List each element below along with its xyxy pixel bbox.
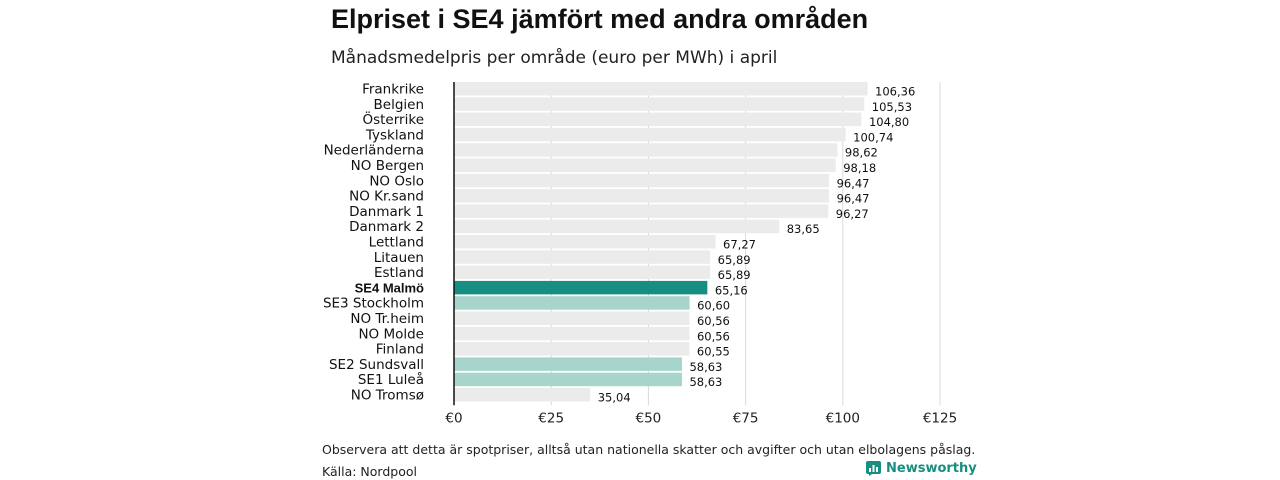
bar xyxy=(454,250,711,264)
category-label: Lettland xyxy=(369,235,424,251)
bar xyxy=(454,235,716,249)
bar xyxy=(454,112,862,127)
bar xyxy=(454,82,868,96)
footnote: Observera att detta är spotpriser, allts… xyxy=(322,442,976,457)
value-label: 60,60 xyxy=(697,299,730,313)
category-label: SE2 Sundsvall xyxy=(329,357,424,373)
category-label: Danmark 1 xyxy=(349,204,424,220)
value-label: 60,56 xyxy=(697,329,730,343)
value-label: 96,27 xyxy=(836,207,869,221)
bar xyxy=(454,372,682,387)
category-label: Litauen xyxy=(374,250,424,266)
value-label: 67,27 xyxy=(723,238,756,252)
bar-layer xyxy=(454,82,868,402)
value-label: 96,47 xyxy=(837,192,870,206)
value-label: 58,63 xyxy=(689,375,722,389)
value-label: 83,65 xyxy=(787,222,820,236)
value-label: 106,36 xyxy=(875,85,915,99)
bar-chart: €0 €25 €50 €75 €100 €125 Frankrike 106,36 Belgie… xyxy=(323,82,957,427)
category-label: SE1 Luleå xyxy=(358,371,424,388)
newsworthy-logo-icon xyxy=(866,461,881,476)
category-label: SE3 Stockholm xyxy=(323,296,424,312)
bar xyxy=(454,173,830,188)
category-label: Tyskland xyxy=(365,127,424,143)
chart-subtitle: Månadsmedelpris per område (euro per MWh… xyxy=(331,48,778,68)
x-tick-label: €125 xyxy=(923,410,957,426)
category-label: Danmark 2 xyxy=(349,219,424,235)
x-tick-label: €75 xyxy=(733,410,759,426)
bar xyxy=(454,326,690,341)
bar xyxy=(454,189,830,203)
category-label: NO Oslo xyxy=(369,173,424,189)
bar xyxy=(454,296,690,310)
value-label: 65,89 xyxy=(718,268,751,282)
x-tick-label: €50 xyxy=(636,410,662,426)
category-label: Nederländerna xyxy=(324,143,424,159)
category-label: NO Tr.heim xyxy=(350,311,424,327)
bar xyxy=(454,143,838,157)
bar xyxy=(454,204,829,218)
value-label: 98,18 xyxy=(843,161,876,175)
category-label: NO Molde xyxy=(358,326,424,342)
bar xyxy=(454,388,591,402)
bar xyxy=(454,342,690,356)
value-label: 35,04 xyxy=(598,391,631,405)
value-label: 96,47 xyxy=(837,176,870,190)
category-label: Estland xyxy=(374,265,424,281)
value-label: 100,74 xyxy=(853,130,893,144)
chart-title: Elpriset i SE4 jämfört med andra områden xyxy=(331,4,869,34)
value-label: 98,62 xyxy=(845,146,878,160)
bar xyxy=(454,280,708,295)
bar xyxy=(454,311,690,325)
value-label: 65,89 xyxy=(718,253,751,267)
bar xyxy=(454,158,836,172)
category-label: Finland xyxy=(376,342,424,358)
value-label: 105,53 xyxy=(872,100,912,114)
value-label: 65,16 xyxy=(715,283,748,297)
x-tick-label: €0 xyxy=(445,410,462,426)
category-label: Belgien xyxy=(374,97,425,113)
category-label: SE4 Malmö xyxy=(355,280,424,295)
source-label: Källa: Nordpool xyxy=(322,464,417,479)
value-label: 58,63 xyxy=(689,360,722,374)
category-label: NO Kr.sand xyxy=(349,189,424,205)
value-label: 60,55 xyxy=(697,345,730,359)
bar xyxy=(454,357,682,371)
x-tick-label: €100 xyxy=(826,410,860,426)
bar xyxy=(454,127,846,142)
category-label: NO Tromsø xyxy=(351,388,424,404)
brand-logo: Newsworthy xyxy=(866,461,977,476)
brand-name: Newsworthy xyxy=(886,461,977,476)
category-label: Österrike xyxy=(362,110,424,128)
bar xyxy=(454,265,711,280)
label-layer: €0 €25 €50 €75 €100 €125 Frankrike 106,36 Belgie… xyxy=(323,82,957,427)
bar xyxy=(454,219,780,234)
category-label: NO Bergen xyxy=(351,158,424,174)
value-label: 60,56 xyxy=(697,314,730,328)
category-label: Frankrike xyxy=(362,82,424,98)
x-tick-label: €25 xyxy=(538,410,564,426)
value-label: 104,80 xyxy=(869,115,909,129)
bar xyxy=(454,97,865,111)
